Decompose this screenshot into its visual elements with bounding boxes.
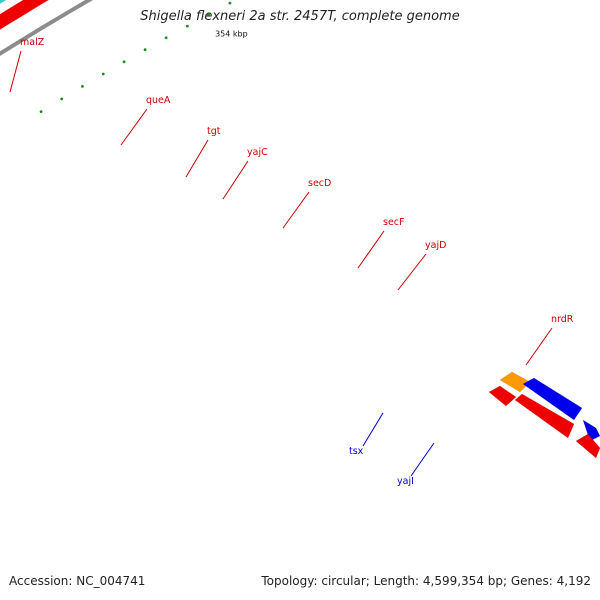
- gene-leader-line: [357, 230, 385, 269]
- gene-leader-line: [410, 442, 435, 477]
- gene-label-secD: secD: [308, 178, 331, 189]
- gene-leader-line: [9, 50, 22, 93]
- scale-ring-dot: [101, 72, 105, 76]
- accession-text: Accession: NC_004741: [9, 574, 146, 588]
- map-title: Shigella flexneri 2a str. 2457T, complet…: [140, 9, 460, 24]
- scale-ring-dot: [81, 85, 84, 88]
- gene-label-malZ: malZ: [20, 37, 45, 48]
- gene-leader-line: [120, 108, 148, 146]
- scale-ring-dot: [122, 60, 126, 64]
- gene-arrow: [514, 393, 575, 439]
- gene-leader-line: [362, 412, 384, 447]
- gene-arrow: [488, 385, 517, 407]
- scale-ring-dot: [39, 110, 43, 113]
- gene-label-yajI: yajI: [397, 476, 414, 487]
- gene-arrow: [575, 433, 600, 459]
- gene-label-secF: secF: [383, 217, 404, 228]
- gene-leader-line: [397, 253, 427, 291]
- gene-arrow: [582, 419, 600, 442]
- gene-label-yajC: yajC: [247, 147, 268, 158]
- gene-arrow: [0, 0, 50, 30]
- gene-arrow: [0, 0, 7, 4]
- scale-ring-dot: [228, 1, 232, 5]
- gene-label-yajD: yajD: [425, 240, 446, 251]
- gene-arrow: [522, 377, 583, 421]
- scale-ring-dot: [185, 24, 189, 28]
- gene-leader-line: [222, 160, 249, 200]
- scale-ring-dot: [164, 36, 168, 40]
- scale-label: 354 kbp: [215, 29, 248, 38]
- gene-leader-line: [185, 139, 209, 178]
- gene-label-nrdR: nrdR: [551, 314, 574, 325]
- gene-label-tsx: tsx: [349, 446, 364, 457]
- genome-backbone: [0, 0, 94, 57]
- scale-ring-dot: [207, 13, 210, 16]
- gene-label-tgt: tgt: [207, 126, 221, 137]
- gene-label-queA: queA: [146, 95, 171, 106]
- scale-ring-dot: [60, 97, 64, 101]
- scale-ring-dot: [143, 48, 147, 52]
- gene-leader-line: [282, 191, 310, 229]
- genome-stats-text: Topology: circular; Length: 4,599,354 bp…: [261, 574, 591, 588]
- gene-leader-line: [525, 327, 553, 366]
